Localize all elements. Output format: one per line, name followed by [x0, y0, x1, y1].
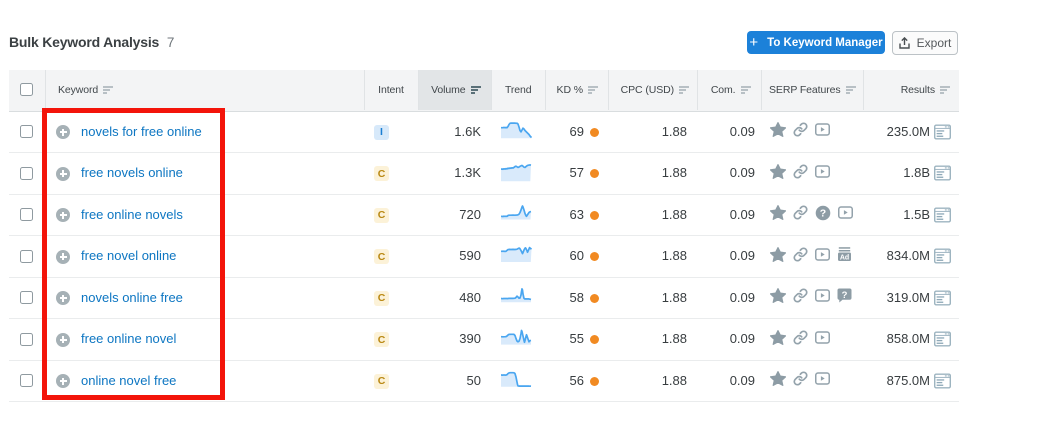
svg-text:?: ? — [820, 207, 826, 219]
svg-text:?: ? — [842, 290, 848, 301]
svg-text:Ad: Ad — [840, 254, 849, 261]
